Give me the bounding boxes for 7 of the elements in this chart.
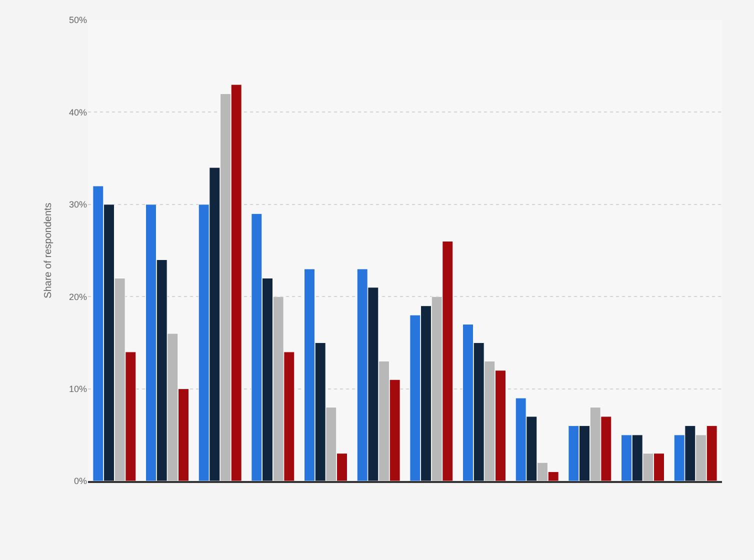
y-tick-label: 40% <box>68 107 87 118</box>
y-tick-label: 30% <box>68 200 87 210</box>
y-tick-label: 10% <box>68 384 87 394</box>
y-tick-label: 50% <box>68 15 87 26</box>
y-tick-label: 20% <box>68 292 87 302</box>
y-axis-title: Share of respondents <box>42 202 54 298</box>
y-tick-label: 0% <box>74 476 87 486</box>
